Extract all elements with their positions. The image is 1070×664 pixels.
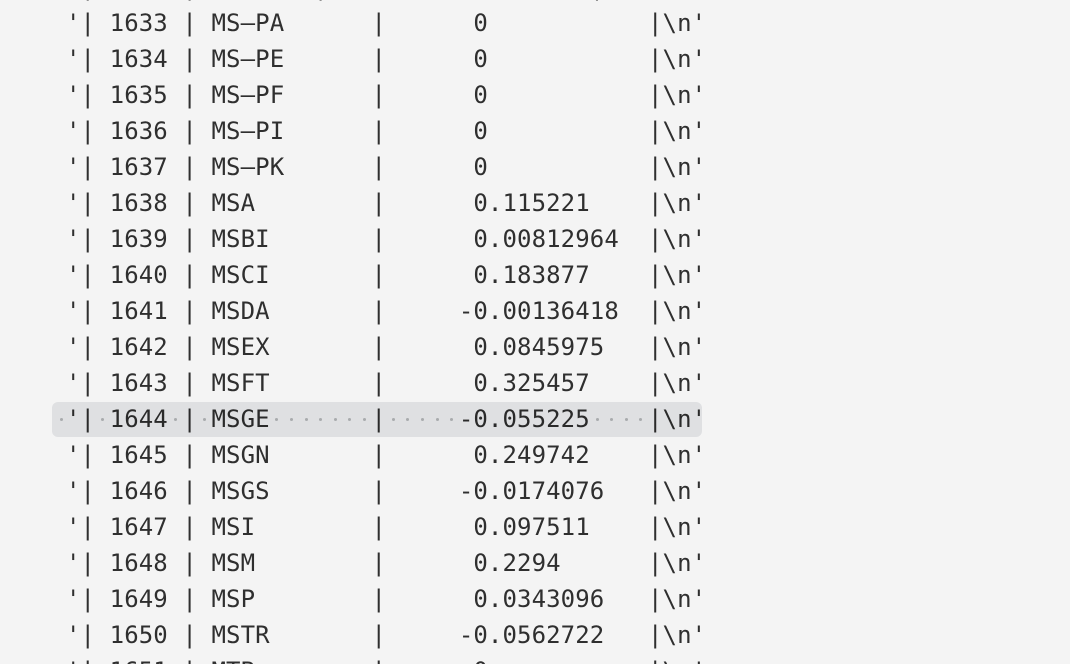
code-line-text: '| 1649 | MSP | 0.0343096 |\n': [66, 585, 707, 613]
code-line-text: '| 1646 | MSGS | -0.0174076 |\n': [66, 477, 707, 505]
code-line[interactable]: '| 1651 | MTB | 0 |\n': [0, 653, 1070, 664]
code-line[interactable]: '| 1643 | MSFT | 0.325457 |\n': [0, 365, 1070, 401]
code-line-text: '| 1638 | MSA | 0.115221 |\n': [66, 189, 707, 217]
code-line-text: '| 1634 | MS—PE | 0 |\n': [66, 45, 707, 73]
code-line-text: '| 1643 | MSFT | 0.325457 |\n': [66, 369, 707, 397]
code-line[interactable]: '| 1649 | MSP | 0.0343096 |\n': [0, 581, 1070, 617]
code-line[interactable]: '| 1638 | MSA | 0.115221 |\n': [0, 185, 1070, 221]
code-line[interactable]: '| 1640 | MSCI | 0.183877 |\n': [0, 257, 1070, 293]
code-line[interactable]: '| 1641 | MSDA | -0.00136418 |\n': [0, 293, 1070, 329]
code-line[interactable]: '| 1644 | MSGE | -0.055225 |\n': [0, 401, 1070, 437]
code-line[interactable]: '| 1645 | MSGN | 0.249742 |\n': [0, 437, 1070, 473]
code-line[interactable]: '| 1636 | MS—PI | 0 |\n': [0, 113, 1070, 149]
code-line-text: '| 1642 | MSEX | 0.0845975 |\n': [66, 333, 707, 361]
code-line[interactable]: '| 1647 | MSI | 0.097511 |\n': [0, 509, 1070, 545]
code-line[interactable]: '| 1648 | MSM | 0.2294 |\n': [0, 545, 1070, 581]
code-line-text: '| 1644 | MSGE | -0.055225 |\n': [66, 405, 707, 433]
code-line-text: '| 1633 | MS—PA | 0 |\n': [66, 9, 707, 37]
code-line[interactable]: '| 1637 | MS—PK | 0 |\n': [0, 149, 1070, 185]
code-line-text: '| 1645 | MSGN | 0.249742 |\n': [66, 441, 707, 469]
code-line-text: '| 1650 | MSTR | -0.0562722 |\n': [66, 621, 707, 649]
code-line[interactable]: '| 1635 | MS—PF | 0 |\n': [0, 77, 1070, 113]
code-line[interactable]: '| 1646 | MSGS | -0.0174076 |\n': [0, 473, 1070, 509]
code-line[interactable]: '| 1634 | MS—PE | 0 |\n': [0, 41, 1070, 77]
code-line[interactable]: '| 1639 | MSBI | 0.00812964 |\n': [0, 221, 1070, 257]
code-line[interactable]: '| 1633 | MS—PA | 0 |\n': [0, 5, 1070, 41]
code-line-text: '| 1635 | MS—PF | 0 |\n': [66, 81, 707, 109]
code-line-text: '| 1639 | MSBI | 0.00812964 |\n': [66, 225, 707, 253]
code-line-text: '| 1636 | MS—PI | 0 |\n': [66, 117, 707, 145]
code-line-text: '| 1640 | MSCI | 0.183877 |\n': [66, 261, 707, 289]
code-line-text: '| 1651 | MTB | 0 |\n': [66, 653, 706, 664]
code-line[interactable]: '| 1650 | MSTR | -0.0562722 |\n': [0, 617, 1070, 653]
code-line[interactable]: '| 1642 | MSEX | 0.0845975 |\n': [0, 329, 1070, 365]
code-line-text: '| 1641 | MSDA | -0.00136418 |\n': [66, 297, 707, 325]
code-line-text: '| 1637 | MS—PK | 0 |\n': [66, 153, 707, 181]
code-line-text: '| 1647 | MSI | 0.097511 |\n': [66, 513, 707, 541]
line-highlight: [52, 402, 702, 437]
whitespace-markers: [52, 401, 702, 437]
code-line-text: '| 1648 | MSM | 0.2294 |\n': [66, 549, 707, 577]
code-line-text: '| 1632 | MS-PA | 0 |\n': [66, 0, 648, 5]
code-line[interactable]: '| 1632 | MS-PA | 0 |\n': [0, 0, 1070, 5]
